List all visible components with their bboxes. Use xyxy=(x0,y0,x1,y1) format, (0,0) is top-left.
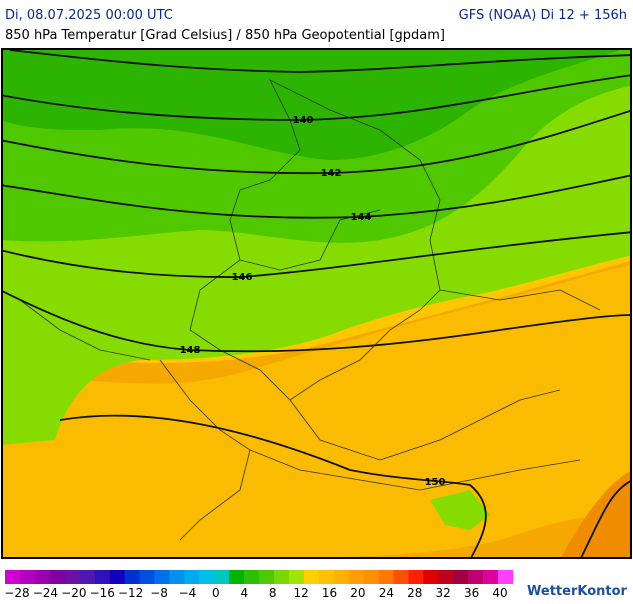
color-swatch xyxy=(423,570,439,584)
color-swatch xyxy=(19,570,36,584)
color-swatch xyxy=(199,570,215,584)
contour-label: 140 xyxy=(293,115,314,126)
color-swatch xyxy=(363,570,379,584)
colorbar-label: 4 xyxy=(240,586,248,600)
color-swatch xyxy=(94,570,110,584)
color-swatch xyxy=(214,570,230,584)
color-swatch xyxy=(273,570,290,584)
color-swatch xyxy=(378,570,394,584)
color-swatch xyxy=(288,570,305,584)
colorbar-label: −20 xyxy=(61,586,86,600)
color-swatch xyxy=(5,570,21,584)
color-swatch xyxy=(498,570,514,584)
color-swatch xyxy=(184,570,200,584)
map: 140 142 144 146 148 150 xyxy=(2,49,631,558)
color-swatch xyxy=(244,570,260,584)
color-swatch xyxy=(393,570,409,584)
colorbar: −28 −24 −20 −16 −12 −8 −4 0 4 8 12 16 20 24 28 32 36 40 xyxy=(4,570,514,600)
color-swatch xyxy=(79,570,95,584)
map-frame xyxy=(1,48,632,559)
color-swatch xyxy=(303,570,320,584)
colorbar-label: −4 xyxy=(179,586,197,600)
contour-label: 144 xyxy=(351,212,372,223)
color-swatch xyxy=(333,570,349,584)
colorbar-label: −8 xyxy=(150,586,168,600)
colorbar-label: −24 xyxy=(33,586,58,600)
brand-logo: WetterKontor xyxy=(527,584,628,599)
colorbar-label: −28 xyxy=(4,586,29,600)
model-label: GFS (NOAA) Di 12 + 156h xyxy=(459,8,627,23)
color-swatch xyxy=(453,570,469,584)
color-swatch xyxy=(483,570,499,584)
colorbar-label: 32 xyxy=(436,586,451,600)
contour-labels: 140 142 144 146 148 150 xyxy=(180,115,446,488)
colorbar-label: 16 xyxy=(322,586,337,600)
color-swatch xyxy=(348,570,364,584)
color-swatch xyxy=(124,570,140,584)
color-swatch xyxy=(139,570,155,584)
color-swatch xyxy=(259,570,275,584)
colorbar-label: 36 xyxy=(464,586,479,600)
colorbar-label: 20 xyxy=(350,586,365,600)
colorbar-label: 12 xyxy=(293,586,308,600)
contour-label: 148 xyxy=(180,345,201,356)
colorbar-label: 8 xyxy=(269,586,277,600)
colorbar-label: −12 xyxy=(118,586,143,600)
temp-area-darkorange xyxy=(561,471,631,558)
color-swatch xyxy=(34,570,51,584)
colorbar-label: −16 xyxy=(90,586,115,600)
color-swatch xyxy=(318,570,335,584)
color-swatch xyxy=(468,570,484,584)
color-swatch xyxy=(229,570,245,584)
color-swatch xyxy=(49,570,66,584)
contour-label: 146 xyxy=(232,272,253,283)
colorbar-label: 24 xyxy=(379,586,394,600)
geopotential-contours xyxy=(2,49,631,558)
temp-area-yellow-orange xyxy=(2,265,631,558)
contour-label: 142 xyxy=(321,168,342,179)
temp-area-darkgreen xyxy=(2,49,624,160)
color-swatch xyxy=(154,570,170,584)
color-swatch xyxy=(169,570,185,584)
colorbar-label: 0 xyxy=(212,586,220,600)
date-label: Di, 08.07.2025 00:00 UTC xyxy=(5,8,173,23)
subtitle: 850 hPa Temperatur [Grad Celsius] / 850 … xyxy=(5,28,445,43)
color-swatch xyxy=(64,570,81,584)
colorbar-label: 28 xyxy=(407,586,422,600)
color-swatch xyxy=(438,570,454,584)
contour-label: 150 xyxy=(425,477,446,488)
color-swatch xyxy=(408,570,424,584)
temp-patch xyxy=(430,490,490,530)
color-swatch xyxy=(109,570,125,584)
colorbar-label: 40 xyxy=(492,586,507,600)
